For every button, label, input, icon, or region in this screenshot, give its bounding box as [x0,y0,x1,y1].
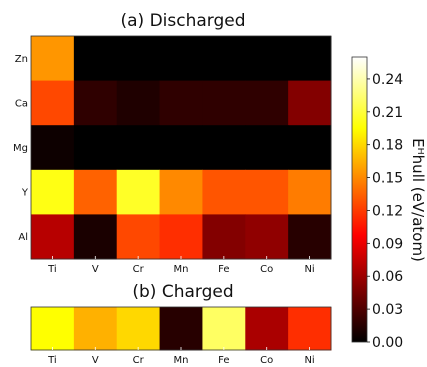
colorbar-tick-label: 0.06 [372,269,403,285]
x-tick-label: Ti [47,264,57,275]
heatmap-cell [245,214,289,260]
colorbar-tick-label: 0.21 [372,105,403,121]
x-tick-label: V [92,355,99,366]
heatmap-cell [288,36,332,82]
heatmap-cell [202,169,246,215]
y-tick-label: Y [21,188,29,199]
heatmap-cell [31,214,75,260]
heatmap-cell [73,125,118,171]
panel-a: (a) Discharged Ti V Cr Mn Fe Co Ni Zn Ca Mg Y Al [13,11,332,275]
heatmap-cell [245,125,289,171]
heatmap-cell [31,36,75,82]
colorbar-label: Eᴴhull (eV/atom) [409,138,427,262]
heatmap-cell [245,307,289,351]
heatmap-a-y-ticks: Zn Ca Mg Y Al [13,54,29,243]
heatmap-cell [202,214,246,260]
y-tick-label: Zn [15,54,28,65]
heatmap-cell [116,125,161,171]
x-tick-label: Mn [174,355,189,366]
colorbar-tick-label: 0.00 [372,335,403,351]
heatmap-cell [288,125,332,171]
heatmap-cell [31,125,75,171]
heatmap-b-x-ticks: Ti V Cr Mn Fe Co Ni [47,347,315,366]
heatmap-cell [116,36,161,82]
heatmap-cell [245,36,289,82]
panel-a-title: (a) Discharged [120,11,245,31]
panel-b-title: (b) Charged [132,282,233,302]
heatmap-b-cells [31,307,332,351]
x-tick-label: Fe [218,264,229,275]
heatmap-cell [159,36,203,82]
colorbar-tick-label: 0.15 [372,171,403,187]
heatmap-cell [288,169,332,215]
heatmap-cell [245,80,289,126]
colorbar-tick-label: 0.03 [372,302,403,318]
heatmap-cell [73,307,118,351]
colorbar: 0.00 0.03 0.06 0.09 0.12 0.15 0.18 0.21 0.24 Eᴴh… [351,56,427,351]
heatmap-cell [159,80,203,126]
heatmap-cell [116,80,161,126]
x-tick-label: Ti [47,355,57,366]
colorbar-ticks: 0.00 0.03 0.06 0.09 0.12 0.15 0.18 0.21 0.24 [367,72,403,351]
heatmap-cell [31,80,75,126]
x-tick-label: Ni [304,264,314,275]
heatmap-cell [73,80,118,126]
heatmap-cell [202,125,246,171]
colorbar-tick-label: 0.24 [372,72,403,88]
x-tick-label: Co [260,264,273,275]
heatmap-cell [159,307,203,351]
colorbar-gradient [351,56,368,343]
heatmap-cell [159,214,203,260]
heatmap-a-cells [31,36,332,260]
x-tick-label: Cr [133,264,145,275]
heatmap-cell [245,169,289,215]
heatmap-cell [116,307,161,351]
heatmap-cell [202,307,246,351]
x-tick-label: Ni [304,355,314,366]
heatmap-cell [159,125,203,171]
heatmap-cell [159,169,203,215]
x-tick-label: Cr [133,355,145,366]
panel-b: (b) Charged Ti V Cr Mn Fe Co Ni [30,282,332,366]
x-tick-label: V [92,264,99,275]
heatmap-cell [288,214,332,260]
heatmap-cell [73,169,118,215]
heatmap-cell [116,169,161,215]
heatmap-cell [73,214,118,260]
heatmap-cell [116,214,161,260]
colorbar-tick-label: 0.09 [372,236,403,252]
x-tick-label: Mn [174,264,189,275]
colorbar-tick-label: 0.12 [372,203,403,219]
heatmap-cell [288,307,332,351]
heatmap-cell [288,80,332,126]
heatmap-cell [202,80,246,126]
x-tick-label: Co [260,355,273,366]
heatmap-a-x-ticks: Ti V Cr Mn Fe Co Ni [47,256,315,275]
heatmap-cell [31,307,75,351]
colorbar-tick-label: 0.18 [372,138,403,154]
heatmap-cell [73,36,118,82]
heatmap-cell [31,169,75,215]
y-tick-label: Al [18,232,28,243]
y-tick-label: Ca [15,98,28,109]
y-tick-label: Mg [13,143,28,154]
x-tick-label: Fe [218,355,229,366]
heatmap-cell [202,36,246,82]
